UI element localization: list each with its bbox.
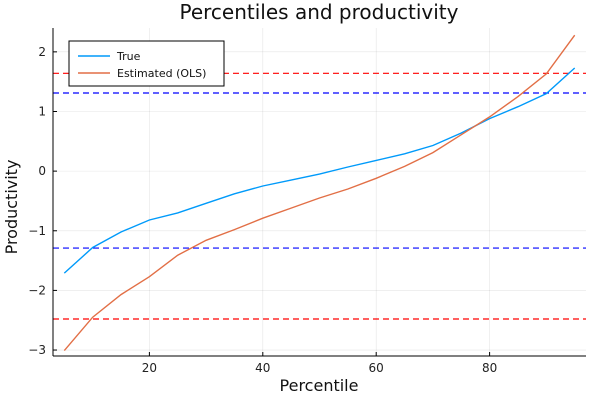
x-axis-ticks: 20 40 60 80 bbox=[142, 352, 497, 375]
y-tick-label-4: 1 bbox=[38, 104, 46, 118]
axes bbox=[52, 28, 586, 357]
series-line-1 bbox=[63, 34, 576, 352]
legend: True Estimated (OLS) bbox=[68, 40, 225, 87]
legend-label-true: True bbox=[116, 50, 141, 63]
reference-lines bbox=[53, 72, 586, 320]
y-tick-label-2: −1 bbox=[28, 224, 46, 238]
y-tick-label-3: 0 bbox=[38, 164, 46, 178]
y-axis-ticks: −3 −2 −1 0 1 2 bbox=[28, 45, 57, 357]
x-tick-label-1: 40 bbox=[255, 361, 270, 375]
y-tick-label-1: −2 bbox=[28, 283, 46, 297]
chart-title: Percentiles and productivity bbox=[180, 0, 459, 24]
y-tick-label-5: 2 bbox=[38, 45, 46, 59]
series-group bbox=[63, 34, 576, 352]
x-tick-label-0: 20 bbox=[142, 361, 157, 375]
legend-box bbox=[68, 40, 225, 87]
series-line-0 bbox=[63, 67, 576, 274]
x-tick-label-3: 80 bbox=[482, 361, 497, 375]
x-tick-label-2: 60 bbox=[369, 361, 384, 375]
y-tick-label-0: −3 bbox=[28, 343, 46, 357]
plot-area: 20 40 60 80 −3 −2 −1 0 1 2 bbox=[28, 28, 586, 375]
legend-label-estimated: Estimated (OLS) bbox=[117, 67, 206, 80]
y-axis-title: Productivity bbox=[2, 160, 21, 255]
x-axis-title: Percentile bbox=[280, 376, 359, 395]
